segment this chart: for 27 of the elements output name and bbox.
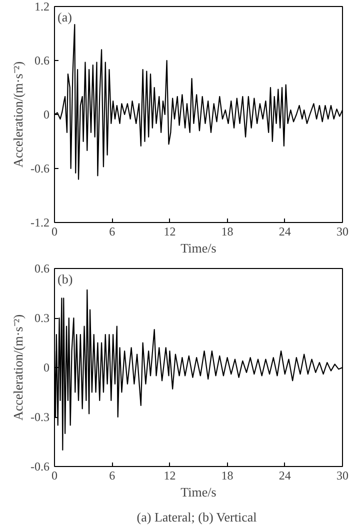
y-tick-label: 1.2 xyxy=(34,0,50,14)
x-axis-title: Time/s xyxy=(180,484,216,500)
text: (a) Lateral; (b) Vertical xyxy=(136,510,258,524)
y-tick-label: -1.2 xyxy=(30,216,50,230)
y-tick-label: 0 xyxy=(44,108,50,122)
x-tick-label: 12 xyxy=(164,224,176,238)
x-tick-label: 24 xyxy=(278,224,291,238)
y-axis-title: Acceleration/(m·s⁻²) xyxy=(10,61,26,168)
annotation: (a) xyxy=(58,10,72,24)
y-tick-label: -0.3 xyxy=(30,410,50,424)
x-tick-label: 18 xyxy=(221,224,234,238)
y-tick-label: 0.6 xyxy=(34,262,50,276)
y-tick-label: 0.3 xyxy=(34,311,50,325)
x-tick-label: 6 xyxy=(109,224,116,238)
y-tick-label: -0.6 xyxy=(30,162,50,176)
y-tick-label: 0.6 xyxy=(34,54,50,68)
x-axis-title: Time/s xyxy=(180,240,216,256)
x-tick-label: 30 xyxy=(336,468,348,482)
x-tick-label: 6 xyxy=(109,468,116,482)
y-tick-label: -0.6 xyxy=(30,460,50,474)
x-tick-label: 12 xyxy=(164,468,176,482)
annotation: (b) xyxy=(58,272,73,286)
x-tick-label: 24 xyxy=(278,468,291,482)
x-tick-label: 18 xyxy=(221,468,234,482)
x-tick-label: 30 xyxy=(336,224,348,238)
y-tick-label: 0 xyxy=(44,360,50,374)
y-axis-title: Acceleration/(m·s⁻²) xyxy=(10,314,26,421)
